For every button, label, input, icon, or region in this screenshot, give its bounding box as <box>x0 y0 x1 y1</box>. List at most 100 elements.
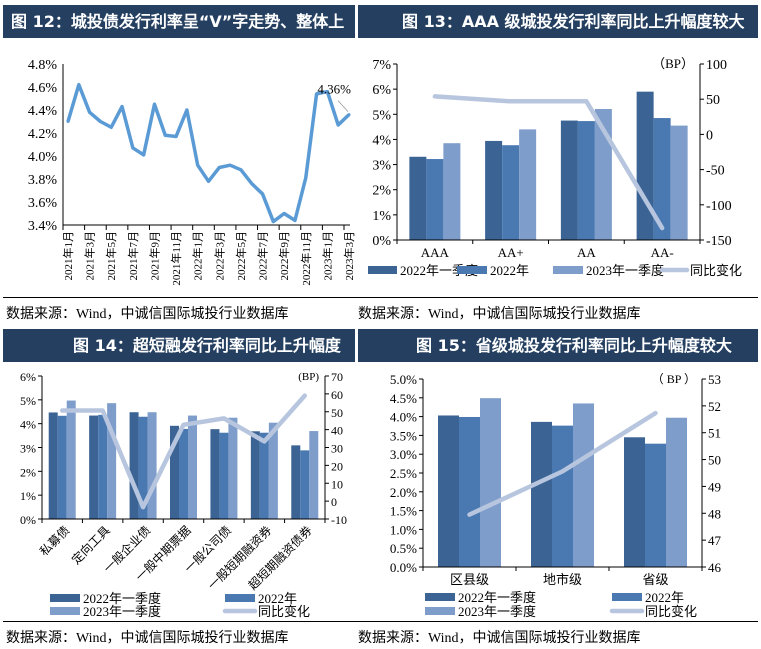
y-tick-label: 4.6% <box>28 81 58 96</box>
annotation-leader <box>337 100 349 112</box>
bar-3 <box>594 109 612 241</box>
legend-swatch-1 <box>50 594 80 602</box>
x-tick-label: 2022年9月 <box>277 231 291 281</box>
legend-label: 2023年一季度 <box>458 604 536 619</box>
x-tick-label: 2023年1月 <box>320 231 334 281</box>
bar-3 <box>670 125 688 240</box>
y-tick-label: 3% <box>20 442 36 456</box>
y2-tick-label: 0 <box>331 495 337 509</box>
x-tick-label: AA+ <box>498 245 524 260</box>
y2-tick-label: 50 <box>708 453 721 468</box>
x-tick-label: 2021年3月 <box>83 231 97 281</box>
y-tick-label: 3.6% <box>28 196 58 211</box>
y-tick-label: 1% <box>20 489 36 503</box>
bar-3 <box>443 143 461 240</box>
divider <box>3 621 758 622</box>
y2-tick-label: 50 <box>331 406 343 420</box>
figure-14-source: 数据来源：Wind，中诚信国际城投行业数据库 <box>6 631 289 646</box>
x-tick-label: 省级 <box>642 572 668 587</box>
legend-label: 同比变化 <box>645 604 697 619</box>
data-point <box>325 90 329 94</box>
yoy-change-line <box>432 94 665 231</box>
y-tick-label: 1.0% <box>390 522 417 537</box>
bar-2 <box>179 428 188 519</box>
legend-label: 同比变化 <box>258 604 310 619</box>
legend-label: 2022年 <box>490 263 529 278</box>
bar-1 <box>560 120 578 240</box>
bar-1 <box>438 415 459 567</box>
y2-tick-label: 51 <box>708 426 721 441</box>
bar-2 <box>552 425 573 567</box>
y-tick-label: 0% <box>20 513 36 527</box>
y2-tick-label: 40 <box>331 424 343 438</box>
y-tick-label: 3.8% <box>28 173 58 188</box>
y-tick-label: 0.5% <box>390 541 417 556</box>
data-point <box>131 146 135 150</box>
legend-label: 2022年一季度 <box>458 590 536 605</box>
legend-label: 2023年一季度 <box>586 263 664 278</box>
data-point <box>174 134 178 138</box>
y-tick-label: 4.8% <box>28 58 58 73</box>
x-tick-label: 2021年1月 <box>61 231 75 281</box>
y-tick-label: 1% <box>372 209 391 224</box>
data-point <box>185 108 189 112</box>
bar-3 <box>107 403 117 519</box>
figure-14-title: 图 14：超短融发行利率同比上升幅度较大 <box>3 329 355 388</box>
data-point <box>282 212 286 215</box>
data-point <box>77 83 81 87</box>
y2-tick-label: 48 <box>708 506 721 521</box>
figure-13-title: 图 13：AAA 级城投发行利率同比上升幅度较大 <box>358 5 758 38</box>
bar-1 <box>485 140 503 240</box>
bar-3 <box>480 398 501 567</box>
x-tick-label: 2021年5月 <box>104 231 118 281</box>
bar-2 <box>426 159 444 240</box>
y-tick-label: 3.4% <box>28 219 58 234</box>
bar-1 <box>250 431 260 519</box>
y-tick-label: 4.0% <box>390 410 417 425</box>
y2-tick-label: 46 <box>708 560 722 575</box>
data-point <box>347 113 351 117</box>
bar-1 <box>636 91 654 241</box>
legend-label: 同比变化 <box>690 263 742 278</box>
bar-1 <box>624 437 645 567</box>
y-tick-label: 2% <box>20 465 36 479</box>
x-tick-label: AA- <box>651 245 674 260</box>
bar-3 <box>666 417 687 567</box>
x-tick-label: 区县级 <box>450 572 489 587</box>
yoy-change-line <box>467 410 658 517</box>
y2-tick-label: -10 <box>331 513 347 527</box>
bar-3 <box>268 422 278 519</box>
rate-line <box>66 82 351 224</box>
x-tick-label: 2022年7月 <box>256 231 270 281</box>
bar-2 <box>645 443 666 567</box>
y2-tick-label: -50 <box>706 164 725 179</box>
y-tick-label: 7% <box>372 58 391 73</box>
figure-13-source: 数据来源：Wind，中诚信国际城投行业数据库 <box>358 307 641 322</box>
y-tick-label: 6% <box>372 83 391 98</box>
data-point <box>271 220 275 224</box>
legend-swatch-2 <box>612 593 642 601</box>
y-tick-label: 4% <box>20 418 36 432</box>
y2-tick-label: 60 <box>331 388 343 402</box>
data-point <box>315 92 319 96</box>
legend-label: 2022年一季度 <box>83 591 161 606</box>
bar-1 <box>170 425 179 519</box>
bar-1 <box>210 429 220 519</box>
x-tick-label: 2021年7月 <box>126 231 140 281</box>
data-point <box>250 182 254 186</box>
x-tick-label: 2022年11月 <box>299 231 313 286</box>
y2-tick-label: 50 <box>706 93 720 108</box>
bar-2 <box>98 414 108 519</box>
x-tick-label: 2022年3月 <box>212 231 226 281</box>
value-annotation: 4.36% <box>317 82 351 97</box>
bar-1 <box>129 412 139 519</box>
y2-tick-label: 47 <box>708 533 722 548</box>
x-tick-label: AAA <box>421 245 450 260</box>
yoy-change-line <box>59 393 308 510</box>
bar-1 <box>48 412 58 519</box>
legend-swatch-3 <box>50 607 80 615</box>
y2-tick-label: 10 <box>331 477 343 491</box>
y-tick-label: 5% <box>20 394 36 408</box>
